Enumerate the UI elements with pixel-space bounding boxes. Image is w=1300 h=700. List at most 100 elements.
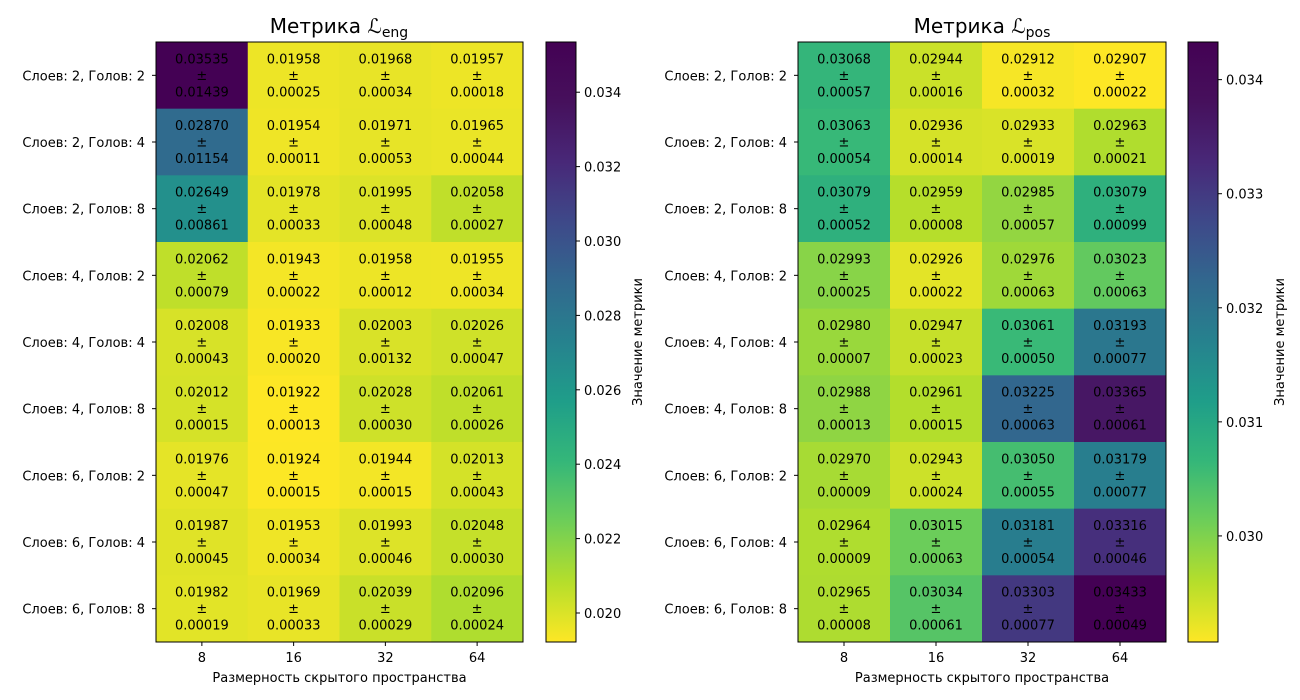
cell-pm-label: ± xyxy=(288,202,299,217)
chart-title: Метрика ℒpos xyxy=(914,14,1051,41)
heatmap-cell-r0-c2 xyxy=(982,42,1075,110)
colorbar xyxy=(546,42,576,642)
heatmap-cell-r5-c2 xyxy=(982,375,1075,443)
cell-std-label: 0.00057 xyxy=(817,85,871,100)
cell-mean-label: 0.03316 xyxy=(1093,519,1147,534)
cell-pm-label: ± xyxy=(1023,202,1034,217)
cell-mean-label: 0.02970 xyxy=(817,452,871,467)
cell-mean-label: 0.01995 xyxy=(358,186,412,201)
cell-mean-label: 0.01958 xyxy=(267,52,321,67)
cell-pm-label: ± xyxy=(196,202,207,217)
x-tick-label: 16 xyxy=(928,651,945,666)
chart-title-symbol: ℒ xyxy=(1011,14,1025,38)
cell-std-label: 0.00027 xyxy=(450,219,504,234)
heatmap-cell-r4-c1 xyxy=(890,308,983,376)
cell-mean-label: 0.02961 xyxy=(909,386,963,401)
cell-pm-label: ± xyxy=(1115,269,1126,284)
heatmap-cell-r0-c3 xyxy=(1074,42,1167,110)
cell-pm-label: ± xyxy=(472,269,483,284)
cell-std-label: 0.00077 xyxy=(1001,619,1055,634)
heatmap-cell-r2-c0 xyxy=(156,175,249,243)
cell-std-label: 0.00016 xyxy=(909,85,963,100)
cell-mean-label: 0.01924 xyxy=(267,452,321,467)
cell-pm-label: ± xyxy=(1023,402,1034,417)
heatmap-cell-r3-c3 xyxy=(1074,242,1167,310)
chart-title-subscript: pos xyxy=(1026,25,1051,41)
cell-std-label: 0.00079 xyxy=(175,285,229,300)
cell-std-label: 0.00030 xyxy=(450,552,504,567)
cell-std-label: 0.00009 xyxy=(817,485,871,500)
chart-title-text: Метрика xyxy=(270,14,368,38)
cell-pm-label: ± xyxy=(839,69,850,84)
cell-mean-label: 0.02870 xyxy=(175,119,229,134)
heatmap-cell-r3-c0 xyxy=(156,242,249,310)
chart-title-subscript: eng xyxy=(382,25,408,41)
colorbar-tick-label: 0.022 xyxy=(584,533,621,548)
cell-mean-label: 0.02649 xyxy=(175,186,229,201)
cell-std-label: 0.00024 xyxy=(450,619,504,634)
heatmap-cell-r4-c3 xyxy=(431,308,524,376)
heatmap-cell-r1-c2 xyxy=(982,108,1075,176)
y-tick-label: Слоев: 6, Голов: 4 xyxy=(664,536,787,551)
colorbar-tick-label: 0.026 xyxy=(584,384,621,399)
cell-std-label: 0.00033 xyxy=(267,219,321,234)
y-tick-label: Слоев: 4, Голов: 8 xyxy=(22,403,145,418)
heatmap-cell-r1-c2 xyxy=(339,108,432,176)
cell-std-label: 0.00011 xyxy=(267,152,321,167)
cell-pm-label: ± xyxy=(839,136,850,151)
cell-mean-label: 0.03079 xyxy=(817,186,871,201)
chart-title: Метрика ℒeng xyxy=(270,14,408,41)
cell-std-label: 0.00007 xyxy=(817,352,871,367)
cell-std-label: 0.00015 xyxy=(358,485,412,500)
heatmap-cell-r4-c0 xyxy=(156,308,249,376)
cell-pm-label: ± xyxy=(931,469,942,484)
cell-mean-label: 0.03034 xyxy=(909,586,963,601)
cell-mean-label: 0.02936 xyxy=(909,119,963,134)
cell-pm-label: ± xyxy=(1023,136,1034,151)
cell-std-label: 0.00049 xyxy=(1093,619,1147,634)
cell-mean-label: 0.03050 xyxy=(1001,452,1055,467)
cell-mean-label: 0.02013 xyxy=(450,452,504,467)
heatmap-cell-r3-c2 xyxy=(339,242,432,310)
cell-pm-label: ± xyxy=(380,602,391,617)
colorbar-tick-label: 0.030 xyxy=(1226,530,1263,545)
colorbar-tick-label: 0.032 xyxy=(584,161,621,176)
cell-mean-label: 0.02993 xyxy=(817,252,871,267)
cell-std-label: 0.00047 xyxy=(450,352,504,367)
cell-std-label: 0.00063 xyxy=(1001,285,1055,300)
heatmap-cell-r0-c1 xyxy=(247,42,340,110)
colorbar-label: Значение метрики xyxy=(1273,278,1288,406)
cell-mean-label: 0.03061 xyxy=(1001,319,1055,334)
heatmap-cell-r8-c0 xyxy=(798,575,891,643)
cell-mean-label: 0.03193 xyxy=(1093,319,1147,334)
cell-std-label: 0.00009 xyxy=(817,552,871,567)
cell-mean-label: 0.03433 xyxy=(1093,586,1147,601)
cell-mean-label: 0.02963 xyxy=(1093,119,1147,134)
cell-pm-label: ± xyxy=(472,202,483,217)
cell-pm-label: ± xyxy=(1023,602,1034,617)
cell-std-label: 0.00861 xyxy=(175,219,229,234)
heatmap-cell-r1-c0 xyxy=(798,108,891,176)
cell-pm-label: ± xyxy=(472,602,483,617)
cell-std-label: 0.00033 xyxy=(267,619,321,634)
cell-std-label: 0.00077 xyxy=(1093,485,1147,500)
cell-mean-label: 0.03015 xyxy=(909,519,963,534)
cell-pm-label: ± xyxy=(196,536,207,551)
heatmap-cell-r4-c2 xyxy=(982,308,1075,376)
cell-mean-label: 0.01978 xyxy=(267,186,321,201)
heatmap-cell-r6-c3 xyxy=(431,442,524,510)
heatmap-cell-r5-c3 xyxy=(431,375,524,443)
cell-pm-label: ± xyxy=(196,336,207,351)
cell-std-label: 0.00043 xyxy=(175,352,229,367)
cell-mean-label: 0.02964 xyxy=(817,519,871,534)
y-tick-label: Слоев: 6, Голов: 4 xyxy=(22,536,145,551)
cell-mean-label: 0.02003 xyxy=(358,319,412,334)
cell-std-label: 0.00008 xyxy=(817,619,871,634)
cell-pm-label: ± xyxy=(380,136,391,151)
y-tick-label: Слоев: 6, Голов: 2 xyxy=(22,469,145,484)
cell-std-label: 0.00057 xyxy=(1001,219,1055,234)
colorbar-tick-label: 0.020 xyxy=(584,607,621,622)
heatmap-cell-r7-c1 xyxy=(247,508,340,576)
cell-std-label: 0.00030 xyxy=(358,419,412,434)
cell-std-label: 0.00025 xyxy=(817,285,871,300)
